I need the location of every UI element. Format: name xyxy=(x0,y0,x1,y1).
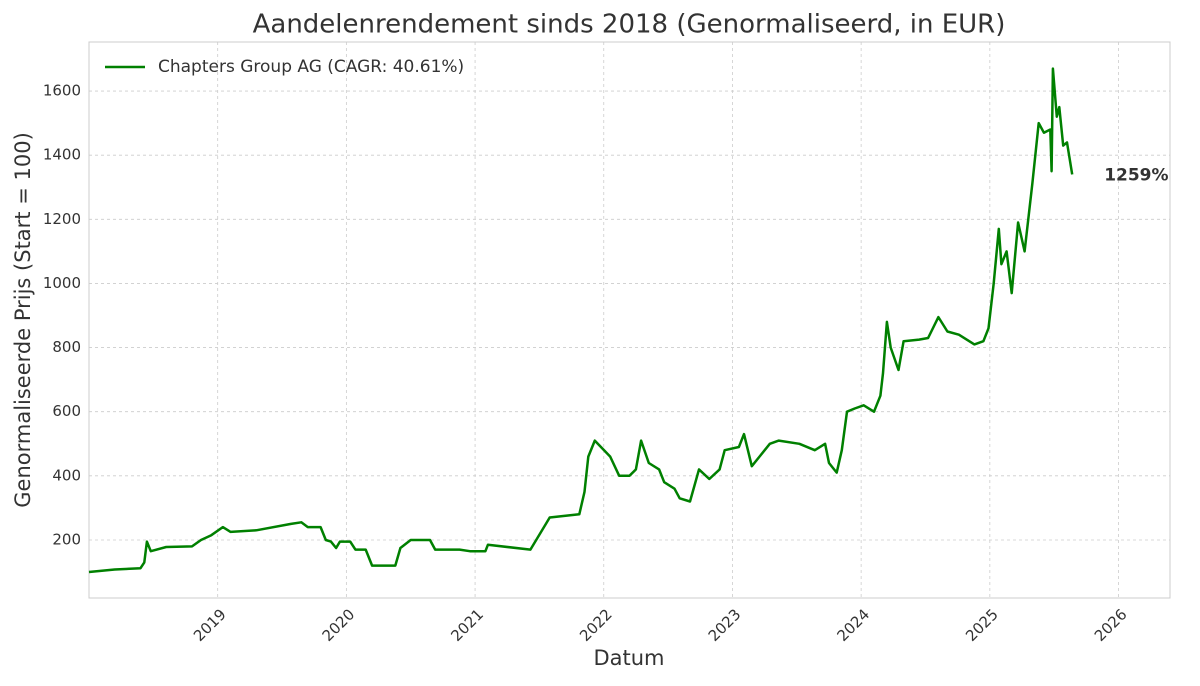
x-tick-label: 2019 xyxy=(190,605,230,645)
y-tick-label: 400 xyxy=(52,466,81,484)
y-tick-label: 1600 xyxy=(43,82,81,100)
y-tick-label: 800 xyxy=(52,338,81,356)
x-tick-label: 2025 xyxy=(962,605,1002,645)
plot-frame xyxy=(88,41,1171,599)
y-tick-label: 200 xyxy=(52,530,81,548)
x-tick-label: 2022 xyxy=(576,605,616,645)
y-tick-label: 1000 xyxy=(43,274,81,292)
chart-title: Aandelenrendement sinds 2018 (Genormalis… xyxy=(253,10,1006,40)
y-axis-label: Genormaliseerde Prijs (Start = 100) xyxy=(11,132,35,508)
legend-label: Chapters Group AG (CAGR: 40.61%) xyxy=(158,57,464,77)
x-tick-label: 2021 xyxy=(447,605,487,645)
y-tick-label: 1200 xyxy=(43,210,81,228)
end-annotation: 1259% xyxy=(1104,165,1168,185)
x-axis-label: Datum xyxy=(593,646,664,670)
y-tick-label: 1400 xyxy=(43,146,81,164)
y-tick-label: 600 xyxy=(52,402,81,420)
x-tick-label: 2024 xyxy=(833,605,873,645)
line-series xyxy=(88,67,1074,574)
x-tick-label: 2023 xyxy=(705,605,745,645)
x-tick-label: 2026 xyxy=(1091,605,1131,645)
x-tick-label: 2020 xyxy=(319,605,359,645)
